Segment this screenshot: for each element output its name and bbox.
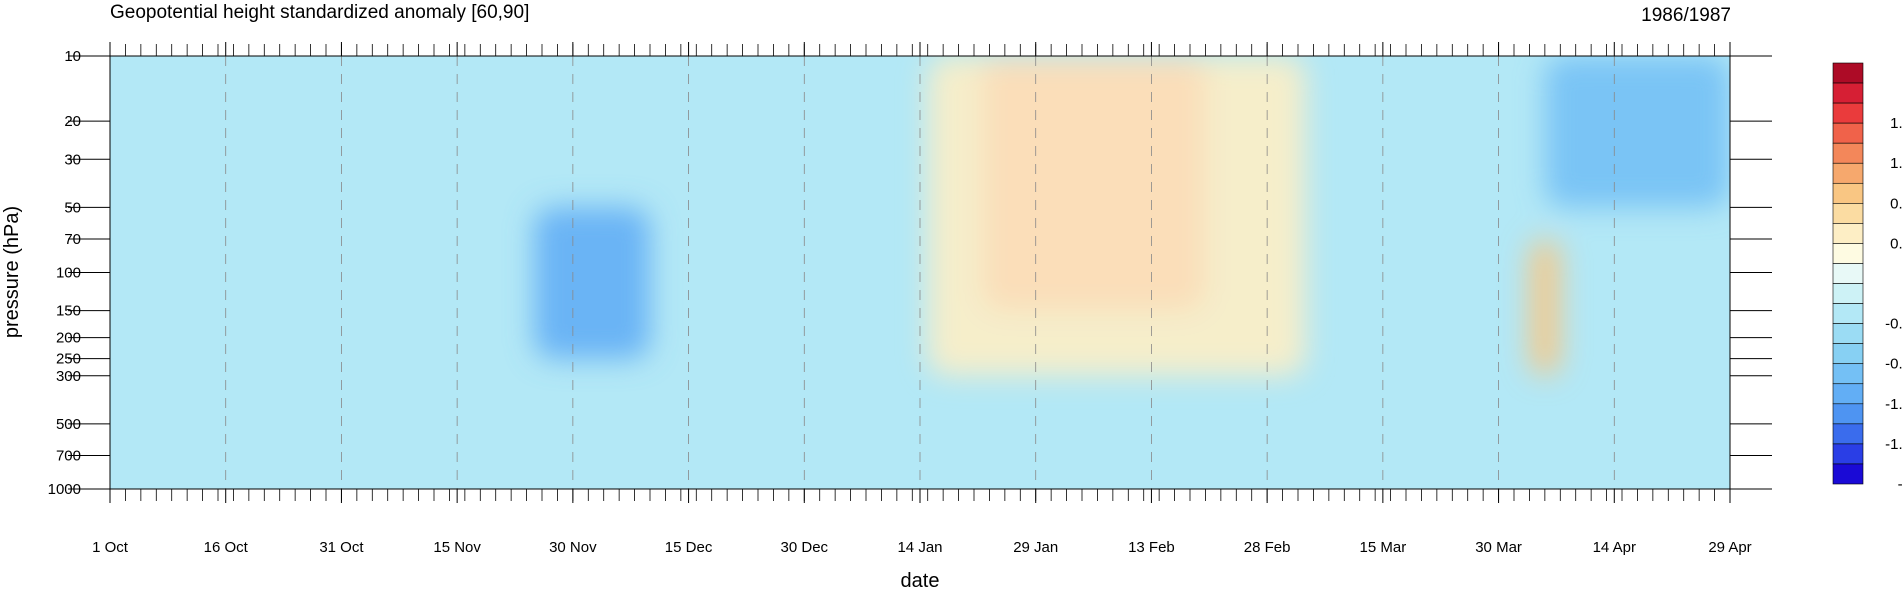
y-tick-label: 30	[64, 151, 81, 168]
plot-area	[110, 56, 1730, 489]
y-tick-label: 70	[64, 231, 81, 248]
x-tick-label: 15 Dec	[665, 539, 713, 556]
date-gridlines	[110, 56, 1730, 489]
colorbar-label: -0.8	[1885, 356, 1902, 373]
colorbar-swatch	[1832, 463, 1864, 485]
colorbar-swatch	[1832, 62, 1864, 84]
x-tick-label: 31 Oct	[319, 539, 364, 556]
anomaly-region	[1544, 56, 1730, 208]
colorbar-swatch	[1832, 363, 1864, 385]
chart-season-label: 1986/1987	[1641, 5, 1731, 26]
y-tick-label: 300	[56, 368, 81, 385]
y-tick-label: 500	[56, 416, 81, 433]
colorbar-label: 1.6	[1890, 115, 1902, 132]
x-axis-ticks: 1 Oct 16 Oct 31 Oct 15 Nov 30 Nov 15 Dec 30 De…	[92, 42, 1752, 556]
x-tick-label: 14 Jan	[897, 539, 942, 556]
colorbar-swatch	[1832, 223, 1864, 244]
y-tick-label: 150	[56, 303, 81, 320]
colorbar-label: -1.6	[1885, 436, 1902, 453]
x-tick-label: 13 Feb	[1128, 539, 1175, 556]
x-axis-label: date	[901, 570, 940, 589]
colorbar-swatch	[1832, 203, 1864, 224]
y-axis-label: pressure (hPa)	[1, 206, 23, 338]
anomaly-region	[927, 56, 1306, 376]
colorbar-swatch	[1832, 243, 1864, 264]
x-minor-ticks	[109, 44, 1731, 501]
colorbar-swatch	[1832, 142, 1864, 164]
colorbar-swatch	[1832, 303, 1864, 324]
colorbar-swatch	[1832, 343, 1864, 365]
colorbar-label: -1.2	[1885, 396, 1902, 413]
x-tick-label: 15 Nov	[433, 539, 481, 556]
colorbar-swatch	[1832, 403, 1864, 425]
colorbar-swatch	[1832, 102, 1864, 124]
colorbar-label: -0.4	[1885, 316, 1902, 333]
y-tick-label: 10	[64, 48, 81, 65]
colorbar-swatch	[1832, 182, 1864, 204]
colorbar: 21.61.20.80.40-0.4-0.8-1.2-1.6-2	[1832, 62, 1902, 493]
colorbar-swatch	[1832, 82, 1864, 104]
colorbar-swatch	[1832, 263, 1864, 284]
colorbar-label: -2	[1898, 476, 1902, 493]
x-tick-label: 30 Mar	[1475, 539, 1522, 556]
y-tick-label: 200	[56, 330, 81, 347]
colorbar-swatch	[1832, 443, 1864, 465]
x-tick-label: 1 Oct	[92, 539, 129, 556]
x-tick-label: 14 Apr	[1593, 539, 1636, 556]
x-tick-label: 29 Apr	[1708, 539, 1751, 556]
anomaly-region	[534, 207, 650, 359]
colorbar-swatch	[1832, 283, 1864, 304]
y-tick-label: 20	[64, 113, 81, 130]
x-tick-label: 28 Feb	[1244, 539, 1291, 556]
x-tick-label: 30 Dec	[781, 539, 829, 556]
y-tick-label: 1000	[48, 481, 81, 498]
colorbar-swatch	[1832, 423, 1864, 445]
colorbar-label: 0.4	[1890, 235, 1902, 252]
y-tick-label: 700	[56, 447, 81, 464]
anomaly-field	[534, 56, 1730, 376]
anomaly-region	[1529, 238, 1561, 376]
x-tick-label: 29 Jan	[1013, 539, 1058, 556]
x-tick-label: 30 Nov	[549, 539, 597, 556]
colorbar-swatch	[1832, 162, 1864, 184]
colorbar-label: 0.8	[1890, 195, 1902, 212]
colorbar-swatch	[1832, 383, 1864, 405]
y-tick-label: 50	[64, 199, 81, 216]
colorbar-swatch	[1832, 323, 1864, 344]
y-tick-label: 250	[56, 351, 81, 368]
x-tick-label: 15 Mar	[1360, 539, 1407, 556]
y-tick-label: 100	[56, 265, 81, 282]
colorbar-label: 1.2	[1890, 155, 1902, 172]
chart-title: Geopotential height standardized anomaly…	[110, 2, 529, 23]
colorbar-swatch	[1832, 122, 1864, 144]
x-tick-label: 16 Oct	[204, 539, 249, 556]
